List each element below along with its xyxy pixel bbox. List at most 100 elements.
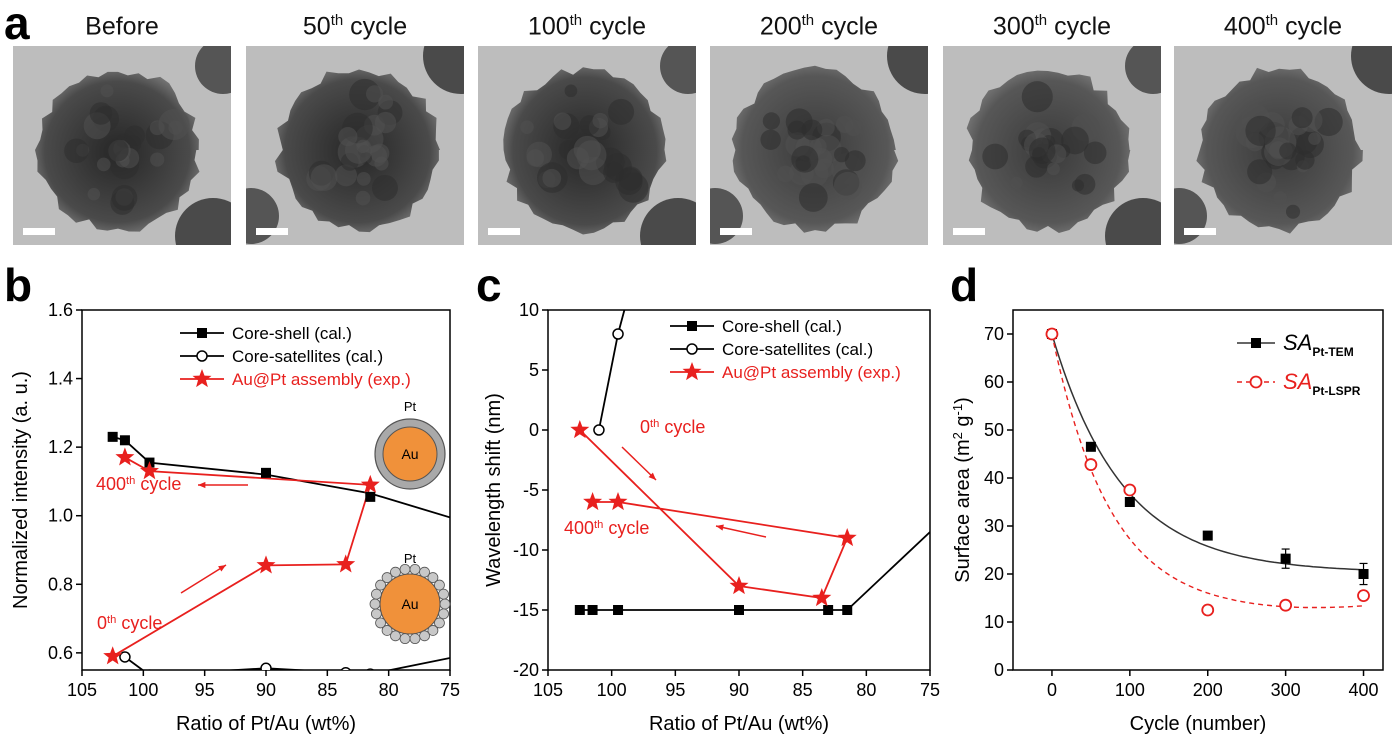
legend-label: SAPt-LSPR [1283, 369, 1361, 398]
scale-bar [488, 228, 520, 235]
plot-area [1045, 327, 1370, 617]
core-shell-point [574, 605, 585, 615]
pt-satellite [369, 598, 381, 610]
y-tick-label: 1.2 [48, 437, 73, 457]
legend-marker [686, 343, 698, 355]
arrow-0th [180, 564, 227, 594]
y-tick-label: -15 [513, 600, 539, 620]
panel-letter-d: d [950, 259, 979, 311]
arrow-400th-head [198, 481, 206, 489]
tem-point [1085, 441, 1096, 452]
x-tick-label: 105 [533, 680, 563, 700]
core-satellites-line [124, 656, 450, 670]
au-core [382, 426, 438, 482]
y-tick-label: 0.8 [48, 574, 73, 594]
x-tick-label: 90 [256, 680, 276, 700]
pt-satellite [371, 588, 382, 600]
legend-marker [197, 328, 207, 338]
plot-frame [1012, 309, 1384, 671]
chart-d-surface-area: 0 100 200 300 400 0 10 20 30 40 50 60 70 Surface area… [950, 309, 1384, 735]
plot-area [570, 310, 930, 615]
scale-bar [23, 228, 55, 235]
x-tick-label: 90 [729, 680, 749, 700]
arrow-0th-head [218, 565, 226, 572]
annotation-400th: 400th cycle [564, 518, 649, 538]
y-tick-label: 60 [984, 372, 1004, 392]
x-tick-label: 75 [920, 680, 940, 700]
x-tick-label: 100 [1115, 680, 1145, 700]
legend-label: Core-satellites (cal.) [232, 347, 383, 366]
y-tick-label: -10 [513, 540, 539, 560]
legend-marker [192, 369, 212, 388]
panel-letter-c: c [476, 259, 502, 311]
y-axis-label: Surface area (m2 g-1) [950, 397, 975, 583]
assembly-point [360, 474, 380, 493]
tem-point [1358, 569, 1369, 579]
tem-micrograph [13, 46, 231, 245]
tem-title: Before [85, 12, 159, 41]
pt-satellite [419, 630, 430, 642]
legend-label: SAPt-TEM [1283, 330, 1354, 359]
y-tick-label: -5 [523, 480, 539, 500]
x-axis-label: Ratio of Pt/Au (wt%) [649, 713, 829, 735]
y-tick-label: 1.4 [48, 369, 73, 389]
legend-marker [1251, 338, 1261, 348]
x-tick-label: 105 [67, 680, 97, 700]
inset-pt-label: Pt [404, 399, 417, 414]
x-tick-label: 100 [128, 680, 158, 700]
assembly-point [812, 588, 832, 607]
core-satellites-point [366, 668, 375, 670]
assembly-point [608, 492, 628, 511]
core-satellites-line [598, 310, 626, 431]
core-shell-point [119, 435, 130, 446]
y-tick-label: 20 [984, 564, 1004, 584]
x-tick-label: 100 [597, 680, 627, 700]
x-tick-label: 95 [665, 680, 685, 700]
inset-pt-label-2: Pt [404, 551, 417, 566]
y-tick-label: 0 [994, 660, 1004, 680]
lspr-point [1279, 598, 1293, 612]
legend-marker [687, 321, 697, 331]
arrow-400th [715, 525, 767, 538]
core-satellites-point [340, 666, 351, 670]
core-shell-point [823, 605, 834, 615]
panel-letter-a: a [4, 0, 30, 49]
y-tick-label: 0.6 [48, 643, 73, 663]
lspr-point [1084, 458, 1098, 471]
arrow-0th [621, 446, 657, 481]
lspr-point [1123, 483, 1137, 497]
assembly-point [103, 646, 123, 665]
y-axis-label: Normalized intensity (a. u.) [10, 371, 32, 609]
inset-au-label: Au [401, 446, 418, 462]
tem-micrograph [246, 46, 464, 245]
core-shell-point [261, 467, 271, 478]
scale-bar [256, 228, 288, 235]
legend-marker [196, 350, 208, 362]
pt-satellite [409, 633, 421, 645]
core-shell-point [734, 605, 744, 615]
tem-title: 200th cycle [759, 12, 879, 41]
legend-label: Au@Pt assembly (exp.) [232, 370, 411, 389]
tem-micrograph [478, 46, 696, 245]
legend-marker [682, 362, 702, 381]
y-tick-label: 10 [984, 612, 1004, 632]
y-tick-label: 0 [529, 420, 539, 440]
legend-marker [1249, 375, 1263, 389]
pt-satellite [419, 566, 430, 578]
scale-bar [953, 228, 985, 235]
assembly-point [336, 554, 356, 573]
pt-satellite [399, 633, 411, 645]
pt-satellite [434, 579, 445, 591]
tem-title: 400th cycle [1223, 12, 1343, 41]
y-tick-label: 40 [984, 468, 1004, 488]
tem-title: 50th cycle [302, 12, 408, 41]
arrow-400th-head [716, 524, 724, 531]
x-axis-label: Cycle (number) [1130, 713, 1267, 735]
core-shell-point [365, 491, 376, 502]
lspr-point [1045, 327, 1059, 341]
chart-b-intensity: 105 100 95 90 85 80 75 0.6 0.8 1.0 1.2 1.4 1.6 Normal… [10, 300, 460, 735]
tem-point [1124, 497, 1135, 507]
x-axis-label: Ratio of Pt/Au (wt%) [176, 713, 356, 735]
lspr-point [1357, 589, 1370, 603]
pt-satellite [381, 625, 393, 636]
